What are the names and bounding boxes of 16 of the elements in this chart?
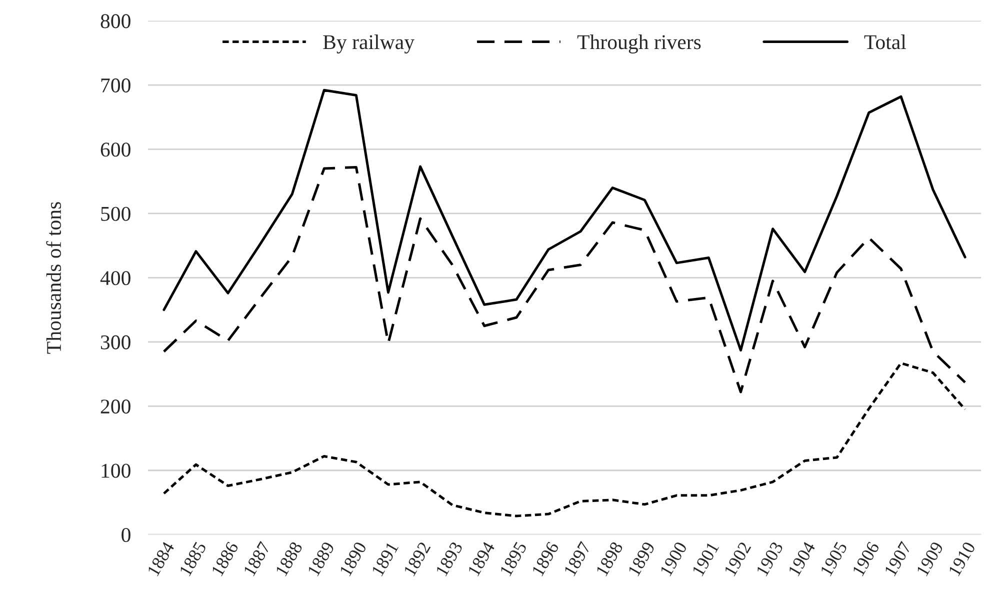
y-tick-label: 700 <box>101 78 130 92</box>
line-series <box>162 362 966 518</box>
legend-label: Through rivers <box>577 34 701 54</box>
y-tick-label: 800 <box>100 14 130 28</box>
legend-label: By railway <box>323 34 414 54</box>
y-axis-title: Thousands of tons <box>46 202 62 354</box>
y-tick-label: 600 <box>100 142 130 157</box>
line-series <box>162 166 966 394</box>
y-tick-label: 0 <box>122 528 130 542</box>
y-tick-label: 400 <box>100 271 130 286</box>
legend-label: Total <box>864 34 906 50</box>
line-series <box>162 88 966 352</box>
y-tick-label: 100 <box>102 464 130 478</box>
y-tick-label: 200 <box>100 400 130 414</box>
y-tick-label: 300 <box>100 335 130 350</box>
y-tick-label: 500 <box>101 206 130 221</box>
